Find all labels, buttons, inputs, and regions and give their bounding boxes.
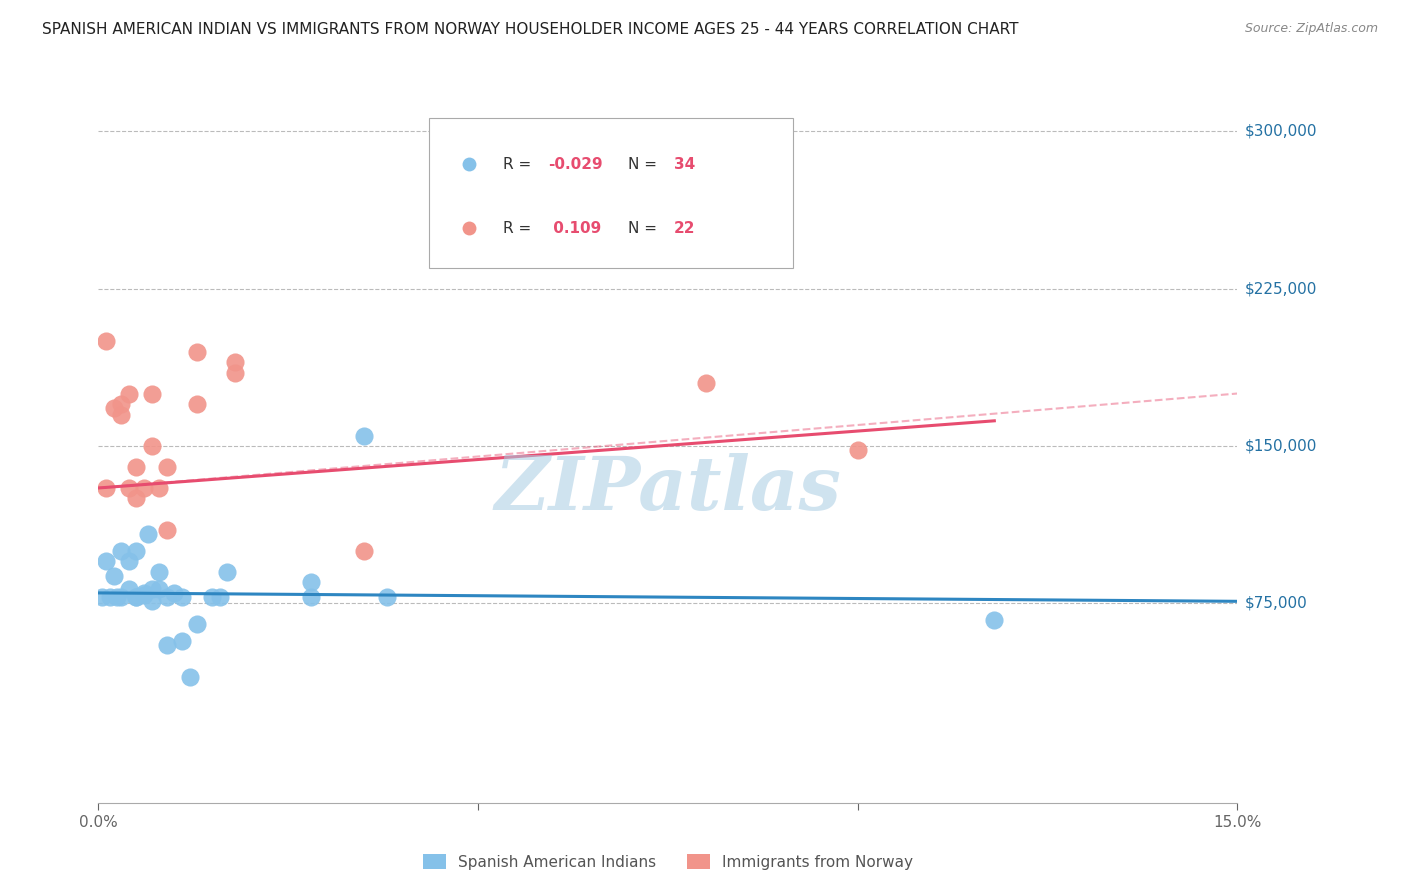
- Point: [94, 334, 117, 348]
- Point: [163, 586, 186, 600]
- Legend: Spanish American Indians, Immigrants from Norway: Spanish American Indians, Immigrants fro…: [415, 847, 921, 877]
- Point: [91, 590, 114, 604]
- Text: 34: 34: [673, 157, 695, 171]
- Point: [125, 544, 148, 558]
- Point: [94, 554, 117, 568]
- Point: [118, 386, 141, 401]
- Point: [353, 544, 375, 558]
- Point: [132, 586, 155, 600]
- Text: $300,000: $300,000: [1244, 124, 1317, 138]
- Point: [156, 460, 179, 475]
- Point: [103, 569, 125, 583]
- Point: [141, 582, 163, 596]
- Point: [156, 590, 179, 604]
- Text: R =: R =: [503, 157, 536, 171]
- Text: 0.109: 0.109: [548, 221, 602, 235]
- Point: [186, 397, 208, 411]
- Text: -0.029: -0.029: [548, 157, 603, 171]
- Point: [148, 582, 170, 596]
- Text: N =: N =: [628, 221, 662, 235]
- Point: [375, 590, 398, 604]
- Point: [98, 590, 121, 604]
- Point: [118, 481, 141, 495]
- Point: [170, 590, 193, 604]
- FancyBboxPatch shape: [429, 118, 793, 268]
- Point: [983, 613, 1005, 627]
- Point: [186, 344, 208, 359]
- Point: [141, 386, 163, 401]
- Point: [224, 355, 246, 369]
- Point: [141, 439, 163, 453]
- Text: ZIPatlas: ZIPatlas: [495, 452, 841, 525]
- Text: 22: 22: [673, 221, 695, 235]
- Point: [118, 554, 141, 568]
- Point: [148, 565, 170, 579]
- Point: [299, 590, 322, 604]
- Point: [132, 588, 155, 602]
- Point: [103, 401, 125, 416]
- Point: [132, 481, 155, 495]
- Text: $225,000: $225,000: [1244, 281, 1316, 296]
- Point: [110, 590, 132, 604]
- Point: [156, 523, 179, 537]
- Point: [125, 491, 148, 506]
- Point: [94, 481, 117, 495]
- Point: [125, 590, 148, 604]
- Point: [141, 594, 163, 608]
- Text: R =: R =: [503, 221, 536, 235]
- Text: $75,000: $75,000: [1244, 596, 1308, 611]
- Point: [208, 590, 231, 604]
- Point: [299, 575, 322, 590]
- Text: Source: ZipAtlas.com: Source: ZipAtlas.com: [1244, 22, 1378, 36]
- Point: [224, 366, 246, 380]
- Text: N =: N =: [628, 157, 662, 171]
- Point: [217, 565, 239, 579]
- Point: [170, 634, 193, 648]
- Point: [125, 460, 148, 475]
- Point: [125, 590, 148, 604]
- Point: [846, 443, 869, 458]
- Point: [156, 639, 179, 653]
- Point: [186, 617, 208, 632]
- Point: [695, 376, 717, 390]
- Point: [136, 527, 159, 541]
- Point: [110, 408, 132, 422]
- Point: [110, 544, 132, 558]
- Point: [107, 590, 129, 604]
- Point: [110, 397, 132, 411]
- Point: [118, 582, 141, 596]
- Text: SPANISH AMERICAN INDIAN VS IMMIGRANTS FROM NORWAY HOUSEHOLDER INCOME AGES 25 - 4: SPANISH AMERICAN INDIAN VS IMMIGRANTS FR…: [42, 22, 1019, 37]
- Text: $150,000: $150,000: [1244, 439, 1316, 453]
- Point: [179, 670, 201, 684]
- Point: [201, 590, 224, 604]
- Point: [148, 481, 170, 495]
- Point: [353, 428, 375, 442]
